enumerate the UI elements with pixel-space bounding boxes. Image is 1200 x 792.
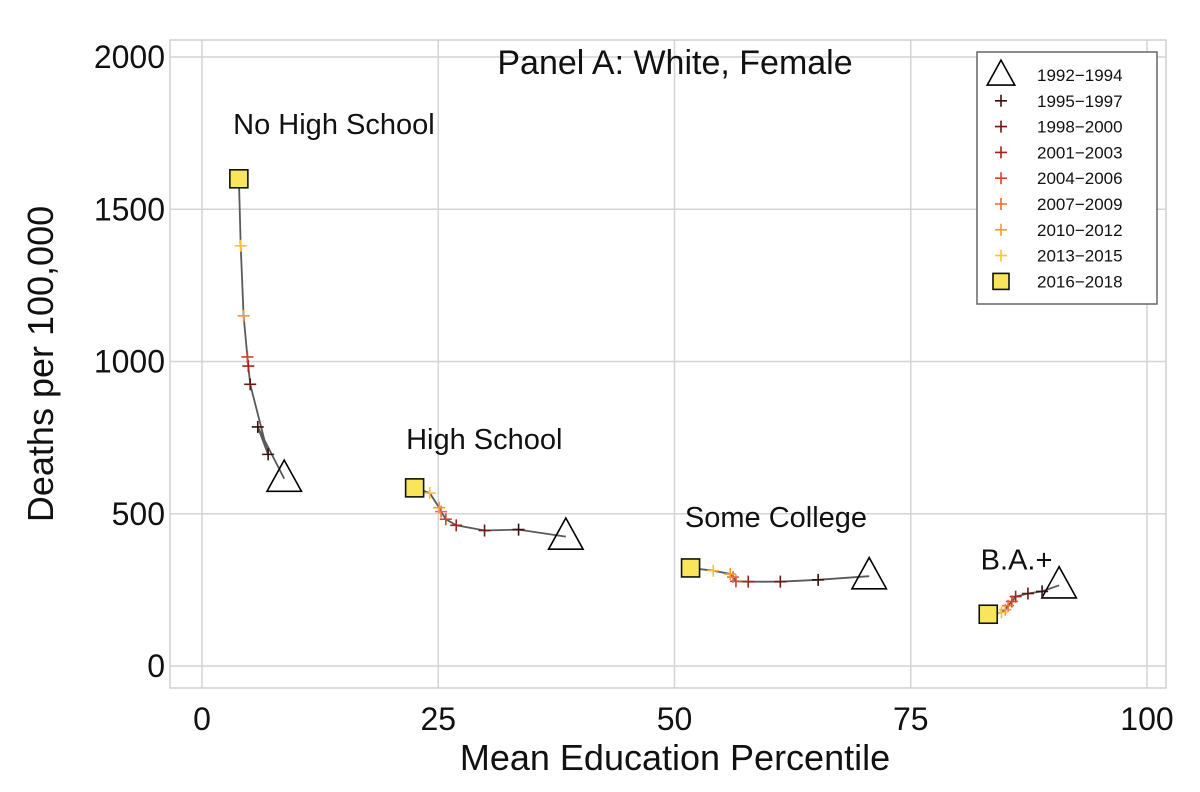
legend-marker: [995, 249, 1007, 262]
legend: 1992−1994 1995−1997 1998−2000 2001−2003 2004…: [976, 51, 1158, 305]
data-point: [774, 575, 787, 588]
data-point: [850, 555, 888, 590]
data-point: [242, 360, 255, 373]
legend-marker: [995, 146, 1007, 159]
legend-label: 1992−1994: [1037, 66, 1123, 85]
chart-title: Panel A: White, Female: [497, 44, 852, 82]
legend-marker: [985, 58, 1017, 86]
data-point: [707, 564, 720, 577]
data-point: [251, 420, 264, 433]
data-point: [1036, 585, 1049, 598]
y-axis-title: Deaths per 100,000: [20, 206, 61, 522]
data-point: [680, 558, 701, 578]
x-tick-label: 0: [193, 701, 211, 737]
y-tick-label: 500: [112, 496, 165, 532]
data-point: [547, 516, 585, 550]
data-point: [241, 350, 254, 363]
data-point: [812, 573, 825, 586]
data-points: [229, 169, 1078, 625]
trend-line: [238, 178, 286, 480]
legend-marker: [995, 120, 1007, 133]
data-point: [450, 519, 463, 532]
x-axis-ticks: 0 25 50 75 100: [193, 701, 1174, 737]
group-labels: No High School High School Some College B.A…: [233, 109, 1052, 576]
y-axis-ticks: 0 500 1000 1500 2000: [94, 39, 165, 684]
legend-label: 2007−2009: [1037, 195, 1123, 214]
y-tick-label: 0: [147, 648, 165, 684]
data-point: [244, 378, 257, 391]
legend-marker: [995, 172, 1007, 185]
legend-label: 2001−2003: [1037, 143, 1123, 162]
legend-marker: [992, 272, 1010, 291]
legend-label: 1998−2000: [1037, 118, 1123, 137]
group-label: High School: [406, 424, 562, 456]
x-tick-label: 50: [657, 701, 693, 737]
data-point: [265, 458, 303, 493]
data-point: [439, 513, 452, 526]
data-point: [262, 448, 275, 461]
group-label: B.A.+: [981, 544, 1053, 576]
group-label: No High School: [233, 109, 435, 141]
legend-label: 1995−1997: [1037, 92, 1123, 111]
y-tick-label: 2000: [94, 39, 165, 75]
trend-lines: [238, 178, 1060, 616]
data-point: [978, 604, 999, 625]
group-label: Some College: [685, 502, 867, 534]
data-point: [1040, 565, 1078, 599]
data-point: [404, 478, 425, 498]
data-point: [433, 501, 446, 514]
trend-line: [988, 584, 1060, 616]
data-point: [237, 309, 250, 322]
legend-marker: [995, 94, 1007, 107]
y-tick-label: 1500: [94, 191, 165, 227]
legend-marker: [995, 198, 1007, 210]
legend-label: 2016−2018: [1037, 272, 1123, 291]
data-point: [1021, 587, 1034, 600]
data-point: [478, 524, 491, 537]
x-tick-label: 100: [1120, 701, 1173, 737]
plot-panel-border: [169, 39, 1167, 689]
legend-label: 2013−2015: [1037, 247, 1123, 266]
legend-marker: [995, 223, 1007, 236]
legend-label: 2004−2006: [1037, 169, 1123, 188]
data-point: [512, 523, 525, 536]
x-tick-label: 75: [893, 701, 929, 737]
x-axis-title: Mean Education Percentile: [460, 737, 890, 778]
data-point: [229, 169, 249, 189]
x-tick-label: 25: [420, 701, 456, 737]
y-tick-label: 1000: [94, 344, 165, 380]
legend-label: 2010−2012: [1037, 221, 1123, 240]
data-point: [727, 571, 740, 584]
data-point: [742, 575, 755, 588]
data-point: [724, 568, 737, 581]
data-point: [423, 487, 436, 500]
data-point: [234, 239, 247, 252]
